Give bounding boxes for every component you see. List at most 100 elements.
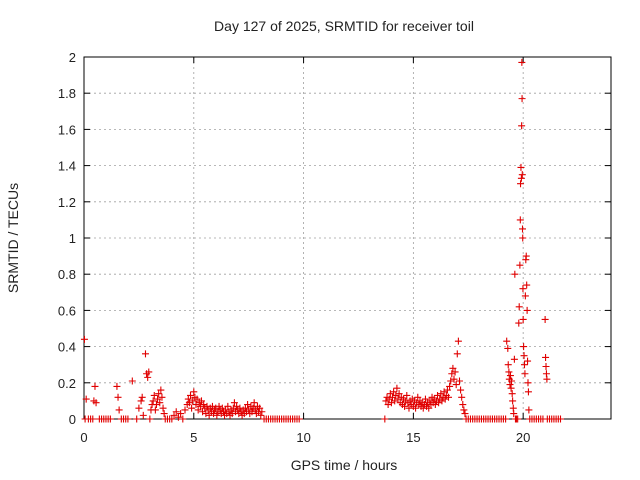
data-point — [230, 399, 238, 407]
data-point — [460, 406, 468, 414]
data-point — [154, 395, 162, 403]
data-point — [425, 404, 433, 412]
data-point — [443, 386, 451, 394]
data-point — [80, 335, 88, 343]
data-point — [542, 353, 550, 361]
data-point — [137, 397, 145, 405]
data-point — [511, 270, 519, 278]
data-point — [542, 363, 550, 371]
data-point — [414, 393, 422, 401]
data-point — [517, 174, 525, 182]
data-point — [179, 415, 187, 423]
data-point — [174, 413, 182, 421]
data-point — [133, 415, 141, 423]
data-point — [258, 408, 266, 416]
data-point — [515, 303, 523, 311]
plot-frame — [83, 56, 612, 420]
data-point — [193, 395, 201, 403]
data-point — [205, 411, 213, 419]
data-point — [250, 399, 258, 407]
data-point — [155, 390, 163, 398]
y-tick-label: 0.6 — [58, 303, 76, 318]
data-point — [514, 415, 522, 423]
x-tick-label: 20 — [516, 430, 530, 445]
data-point — [519, 285, 527, 293]
data-point — [523, 306, 531, 314]
data-point — [518, 171, 526, 179]
data-point — [256, 404, 264, 412]
data-point — [405, 404, 413, 412]
data-point — [295, 415, 303, 423]
data-point — [146, 415, 154, 423]
data-point — [509, 397, 517, 405]
data-point — [190, 388, 198, 396]
data-point — [515, 319, 523, 327]
x-tick-label: 5 — [190, 430, 197, 445]
data-point — [541, 315, 549, 323]
data-point — [449, 364, 457, 372]
data-point — [159, 404, 167, 412]
axis-ticks: 00.20.40.60.811.21.41.61.820 5 10 15 20 — [58, 50, 611, 445]
data-point — [517, 180, 525, 188]
data-point — [141, 350, 149, 358]
data-point — [257, 411, 265, 419]
data-point — [114, 393, 122, 401]
y-tick-label: 1 — [69, 231, 76, 246]
data-point — [186, 391, 194, 399]
data-point — [502, 415, 510, 423]
data-point — [519, 234, 527, 242]
data-point — [150, 391, 158, 399]
data-point — [506, 381, 514, 389]
data-point — [453, 350, 461, 358]
data-point — [457, 386, 465, 394]
data-point — [403, 391, 411, 399]
data-point — [197, 397, 205, 405]
data-point — [556, 415, 564, 423]
data-point — [504, 344, 512, 352]
data-point — [145, 368, 153, 376]
data-point — [524, 388, 532, 396]
data-point — [189, 397, 197, 405]
data-point — [115, 406, 123, 414]
data-point — [447, 377, 455, 385]
data-point — [149, 397, 157, 405]
data-point — [92, 399, 100, 407]
x-tick-label: 10 — [296, 430, 310, 445]
data-points — [80, 58, 564, 423]
data-point — [188, 404, 196, 412]
data-point — [461, 410, 469, 418]
data-point — [525, 406, 533, 414]
data-point — [157, 386, 165, 394]
data-point — [172, 408, 180, 416]
data-point — [508, 377, 516, 385]
data-point — [459, 401, 467, 409]
data-point — [520, 343, 528, 351]
x-axis-label: GPS time / hours — [291, 457, 398, 473]
data-point — [177, 410, 185, 418]
data-point — [160, 410, 168, 418]
data-point — [454, 337, 462, 345]
data-point — [452, 381, 460, 389]
y-tick-label: 1.8 — [58, 86, 76, 101]
data-point — [510, 410, 518, 418]
data-point — [518, 122, 526, 130]
data-point — [158, 393, 166, 401]
data-point — [516, 216, 524, 224]
y-tick-label: 1.4 — [58, 159, 76, 174]
data-point — [450, 375, 458, 383]
data-point — [412, 404, 420, 412]
data-point — [184, 395, 192, 403]
data-point — [139, 411, 147, 419]
y-tick-label: 0.2 — [58, 376, 76, 391]
data-point — [393, 384, 401, 392]
data-point — [194, 406, 202, 414]
data-point — [215, 402, 223, 410]
data-point — [91, 382, 99, 390]
data-point — [89, 415, 97, 423]
data-point — [524, 357, 532, 365]
data-point — [128, 377, 136, 385]
data-point — [504, 361, 512, 369]
data-point — [506, 372, 514, 380]
data-point — [135, 404, 143, 412]
data-point — [381, 415, 389, 423]
